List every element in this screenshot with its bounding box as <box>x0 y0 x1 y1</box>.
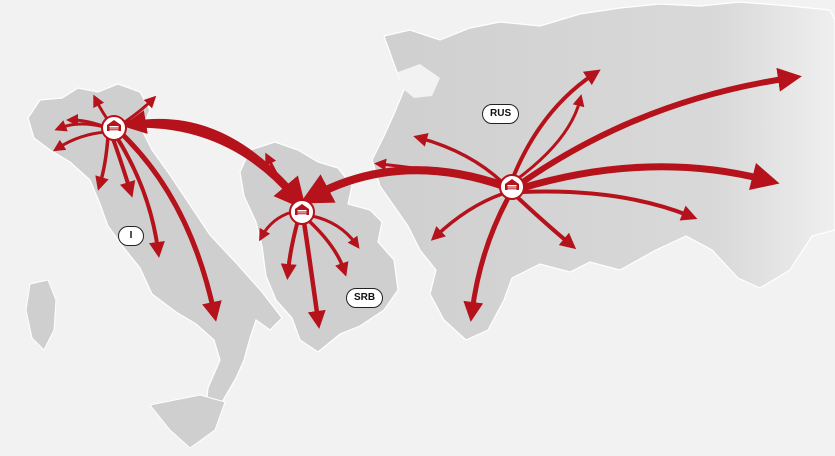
sardinia-land <box>25 279 57 351</box>
country-label-italy: I <box>118 226 144 246</box>
country-label-russia: RUS <box>482 104 520 124</box>
sicily-land <box>149 394 226 449</box>
italy-hub-warehouse-icon <box>101 115 127 141</box>
italy-land <box>27 83 283 409</box>
russia-hub-warehouse-icon <box>499 174 525 200</box>
russia-coast-detail <box>398 64 440 98</box>
russia-arrows <box>374 67 802 322</box>
country-label-serbia: SRB <box>346 288 384 308</box>
serbia-arrows <box>259 152 360 329</box>
serbia-hub-warehouse-icon <box>289 199 315 225</box>
